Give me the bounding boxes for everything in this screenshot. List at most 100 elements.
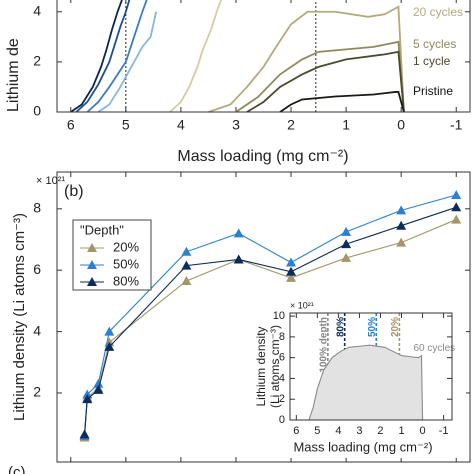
data-point (286, 257, 297, 267)
y-tick-label: 6 (279, 352, 285, 364)
data-point (79, 429, 90, 439)
x-tick-label: 5 (122, 117, 130, 133)
y-tick-label: 2 (33, 384, 41, 400)
data-point (104, 326, 115, 336)
y-tick-label: 4 (279, 372, 285, 384)
data-point (451, 202, 462, 212)
data-line (70, 0, 123, 113)
x-tick-label: 6 (293, 425, 299, 437)
y-multiplier: × 10²¹ (290, 300, 314, 310)
x-axis-title: Mass loading (mg cm⁻²) (293, 439, 432, 454)
y-tick-label: 10 (273, 310, 285, 322)
legend-marker (87, 243, 97, 252)
y-tick-label: 2 (279, 393, 285, 405)
data-point (181, 246, 192, 256)
data-line (308, 344, 424, 421)
data-line (75, 0, 131, 113)
data-point (341, 239, 352, 249)
data-point (451, 190, 462, 200)
legend-label: 20% (113, 239, 139, 254)
legend-label: 80% (113, 273, 139, 288)
series-label: Pristine (413, 84, 453, 98)
x-axis-title: Mass loading (mg cm⁻²) (177, 148, 348, 165)
data-point (451, 214, 462, 224)
data-point (341, 226, 352, 236)
y-axis-title: Lithium density (254, 326, 268, 406)
y-axis-title: Lithium density (Li atoms cm⁻³) (11, 213, 28, 421)
x-tick-label: 6 (67, 117, 75, 133)
data-line (208, 5, 405, 113)
data-line (279, 91, 405, 113)
x-tick-label: 0 (397, 117, 405, 133)
y-multiplier: × 10²¹ (36, 175, 65, 187)
data-point (286, 266, 297, 276)
y-tick-label: 2 (33, 53, 41, 69)
y-tick-label: 4 (33, 322, 41, 338)
plot-frame (289, 312, 453, 421)
y-tick-label: 8 (279, 331, 285, 343)
data-line (83, 219, 457, 438)
x-tick-label: 3 (356, 425, 362, 437)
data-point (233, 228, 244, 238)
x-tick-label: -1 (439, 425, 449, 437)
legend-box (72, 219, 152, 291)
data-point (181, 275, 192, 285)
x-tick-label: 4 (177, 117, 185, 133)
x-tick-label: 2 (287, 117, 295, 133)
data-point (341, 252, 352, 262)
reference-label: 20% (390, 317, 401, 337)
x-tick-label: 1 (398, 425, 404, 437)
data-line (235, 40, 405, 113)
y-tick-label: 8 (33, 200, 41, 216)
y-tick-label: 6 (33, 261, 41, 277)
panel-label: (b) (64, 183, 84, 200)
reference-label: 80% (335, 317, 346, 337)
data-point (233, 254, 244, 264)
series-label: 20 cycles (413, 5, 463, 19)
data-point (396, 205, 407, 215)
series-label: 60 cycles (413, 343, 455, 354)
x-tick-label: 2 (377, 425, 383, 437)
x-tick-label: 3 (232, 117, 240, 133)
plot-frame (56, 171, 471, 463)
series-label: 1 cycle (413, 54, 451, 68)
y-axis-title: Lithium de (5, 38, 22, 112)
data-point (286, 272, 297, 282)
y-tick-label: 0 (33, 103, 41, 119)
data-point (82, 394, 93, 404)
y-axis-title: (Li atoms cm⁻³) (268, 325, 282, 408)
data-point (181, 260, 192, 270)
data-line (83, 206, 457, 435)
data-point (93, 384, 104, 394)
legend-marker (87, 260, 97, 269)
data-line (246, 50, 405, 113)
series-label: 5 cycles (413, 37, 456, 51)
data-point (82, 389, 93, 399)
panel-label: (c) (8, 464, 26, 474)
legend-label: 50% (113, 256, 139, 271)
data-point (396, 220, 407, 230)
x-tick-label: 1 (342, 117, 350, 133)
reference-label: 100% depth (319, 317, 330, 373)
reference-label: 50% (367, 317, 378, 337)
legend-marker (87, 277, 97, 286)
data-point (93, 378, 104, 388)
y-tick-label: 4 (33, 2, 41, 18)
data-line (83, 194, 457, 436)
x-tick-label: -1 (450, 117, 463, 133)
x-tick-label: 0 (419, 425, 425, 437)
data-line (169, 0, 222, 113)
x-tick-label: 4 (335, 425, 341, 437)
area-fill (308, 345, 423, 420)
data-line (86, 0, 148, 113)
data-line (97, 11, 157, 113)
data-point (104, 341, 115, 351)
legend-title: "Depth" (80, 222, 124, 237)
y-tick-label: 0 (279, 414, 285, 426)
plot-frame (56, 0, 471, 113)
panel: 6 5 4 3 2 1 0 -1 0 2 4 20 cycles 5 cycles 1 cycle Pris… (5, 0, 471, 165)
data-point (396, 237, 407, 247)
x-tick-label: 5 (314, 425, 320, 437)
